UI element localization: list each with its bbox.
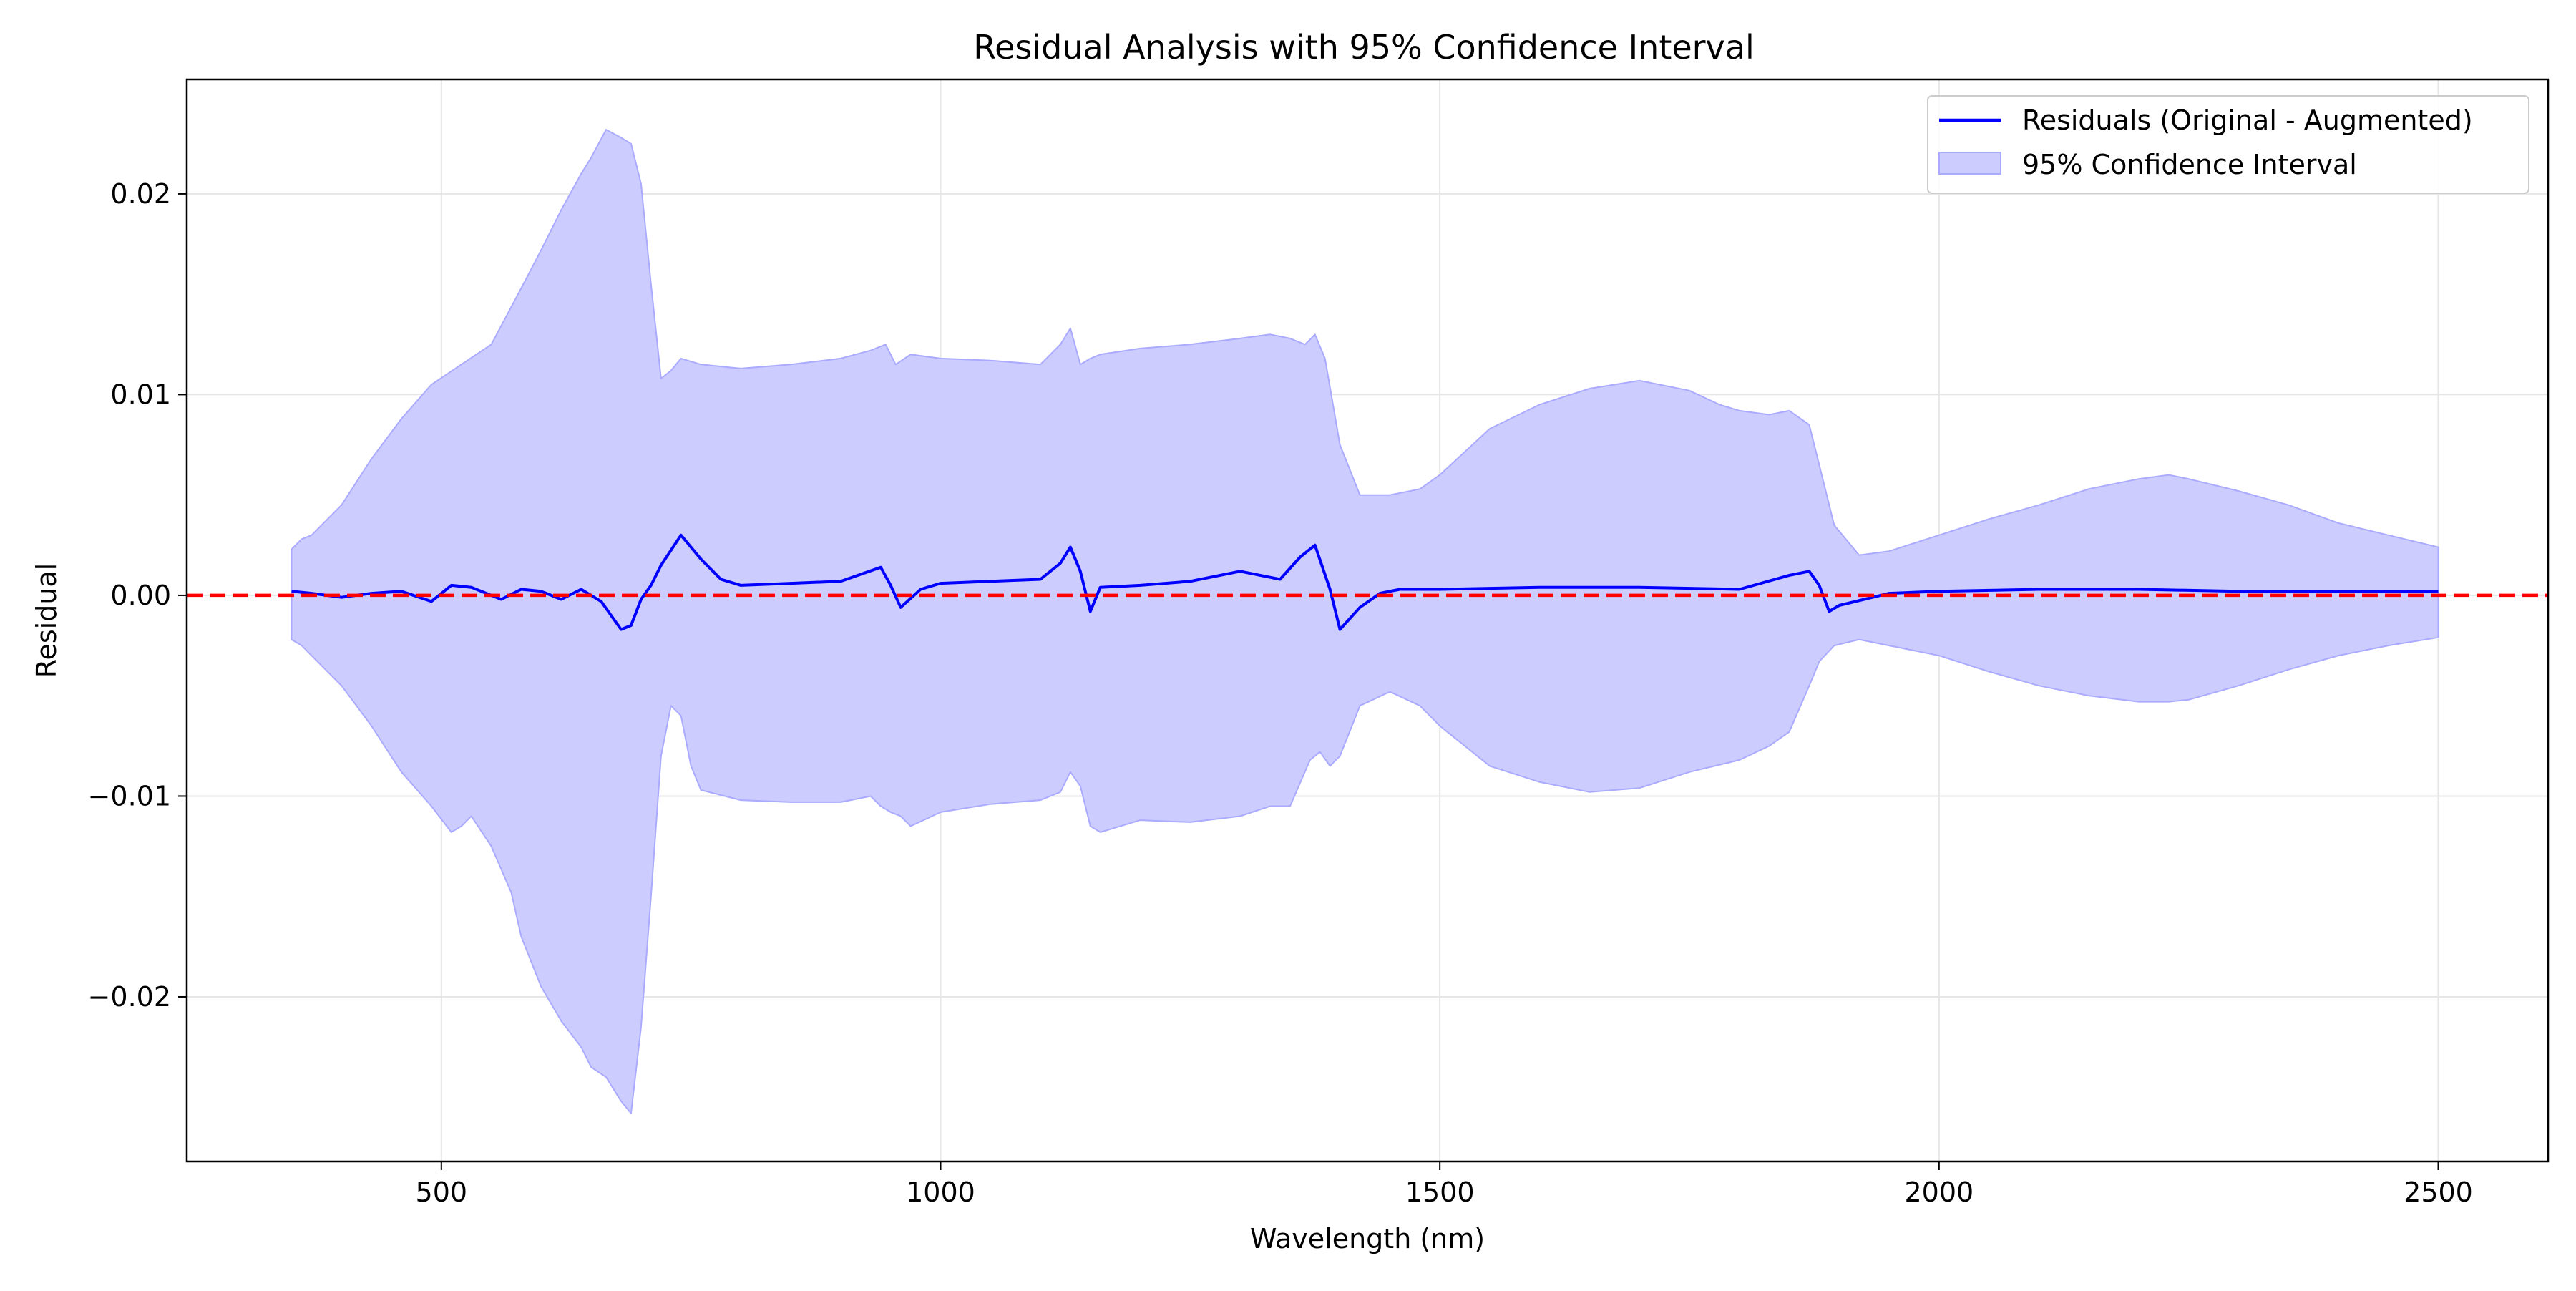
y-axis-ticks: −0.02 −0.01 0.00 0.01 0.02 <box>88 178 187 1013</box>
legend-ci-label: 95% Confidence Interval <box>2022 149 2357 180</box>
residual-line-layer <box>291 533 2439 631</box>
x-tick-label-2: 1500 <box>1405 1176 1475 1208</box>
ci-band-layer <box>291 129 2439 1114</box>
legend-residual-label: Residuals (Original - Augmented) <box>2022 104 2473 136</box>
legend-box <box>1927 95 2529 194</box>
ci-band <box>291 129 2439 1114</box>
x-axis-label: Wavelength (nm) <box>1250 1223 1485 1255</box>
y-tick-label-3: 0.01 <box>110 379 171 410</box>
x-tick-label-0: 500 <box>416 1176 468 1208</box>
x-axis-ticks: 500 1000 1500 2000 2500 <box>416 1161 2473 1208</box>
y-tick-label-0: −0.02 <box>88 981 171 1013</box>
y-tick-label-2: 0.00 <box>110 580 171 611</box>
legend-ci-swatch <box>1938 152 2001 175</box>
y-tick-label-4: 0.02 <box>110 178 171 210</box>
x-tick-label-3: 2000 <box>1904 1176 1974 1208</box>
residual-line <box>291 533 2439 631</box>
plot-frame <box>185 78 2550 1163</box>
y-tick-label-1: −0.01 <box>88 780 171 812</box>
x-tick-label-1: 1000 <box>906 1176 975 1208</box>
chart-title: Residual Analysis with 95% Confidence In… <box>973 28 1755 67</box>
x-tick-label-4: 2500 <box>2404 1176 2473 1208</box>
legend: Residuals (Original - Augmented) 95% Con… <box>1927 95 2529 194</box>
y-axis-label: Residual <box>31 563 62 678</box>
